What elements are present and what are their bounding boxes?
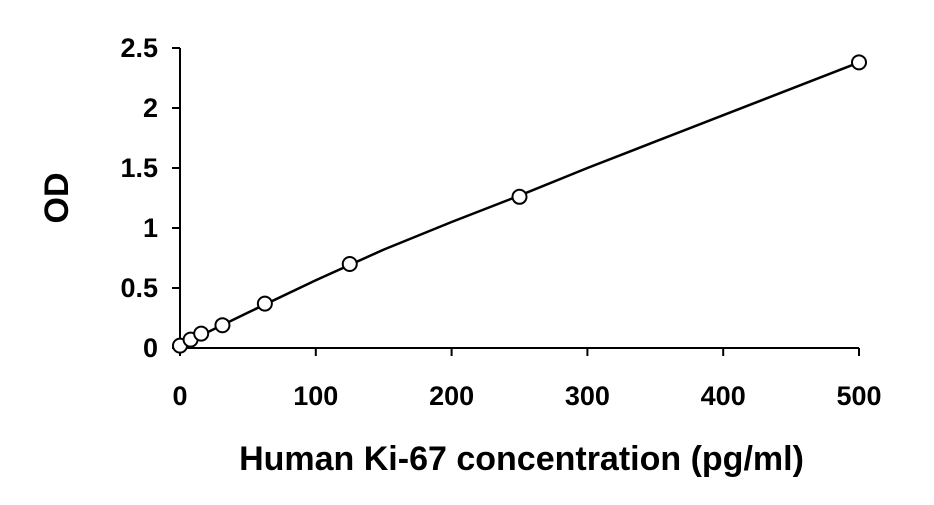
y-axis-title: OD [38, 173, 76, 224]
y-tick-label: 1 [143, 213, 158, 243]
x-axis-ticks: 0 100 200 300 400 500 [172, 348, 882, 411]
data-point [214, 317, 231, 334]
y-tick-label: 0.5 [120, 273, 158, 303]
x-tick-label: 400 [701, 381, 746, 411]
x-tick-label: 200 [429, 381, 474, 411]
x-axis-title: Human Ki-67 concentration (pg/ml) [239, 440, 804, 478]
axes [179, 48, 859, 349]
x-tick-label: 300 [565, 381, 610, 411]
y-axis-ticks: 0 0.5 1 1.5 2 2.5 [120, 33, 180, 363]
data-point [511, 188, 528, 205]
x-tick-label: 500 [836, 381, 881, 411]
y-tick-label: 0 [143, 333, 158, 363]
y-tick-label: 1.5 [120, 153, 158, 183]
data-point [851, 54, 867, 71]
y-tick-label: 2.5 [120, 33, 158, 63]
y-tick-label: 2 [143, 93, 158, 123]
data-points [172, 54, 867, 354]
x-tick-label: 0 [172, 381, 187, 411]
data-point [193, 325, 210, 342]
data-point [256, 295, 273, 312]
data-point [341, 256, 358, 272]
x-tick-label: 100 [293, 381, 338, 411]
